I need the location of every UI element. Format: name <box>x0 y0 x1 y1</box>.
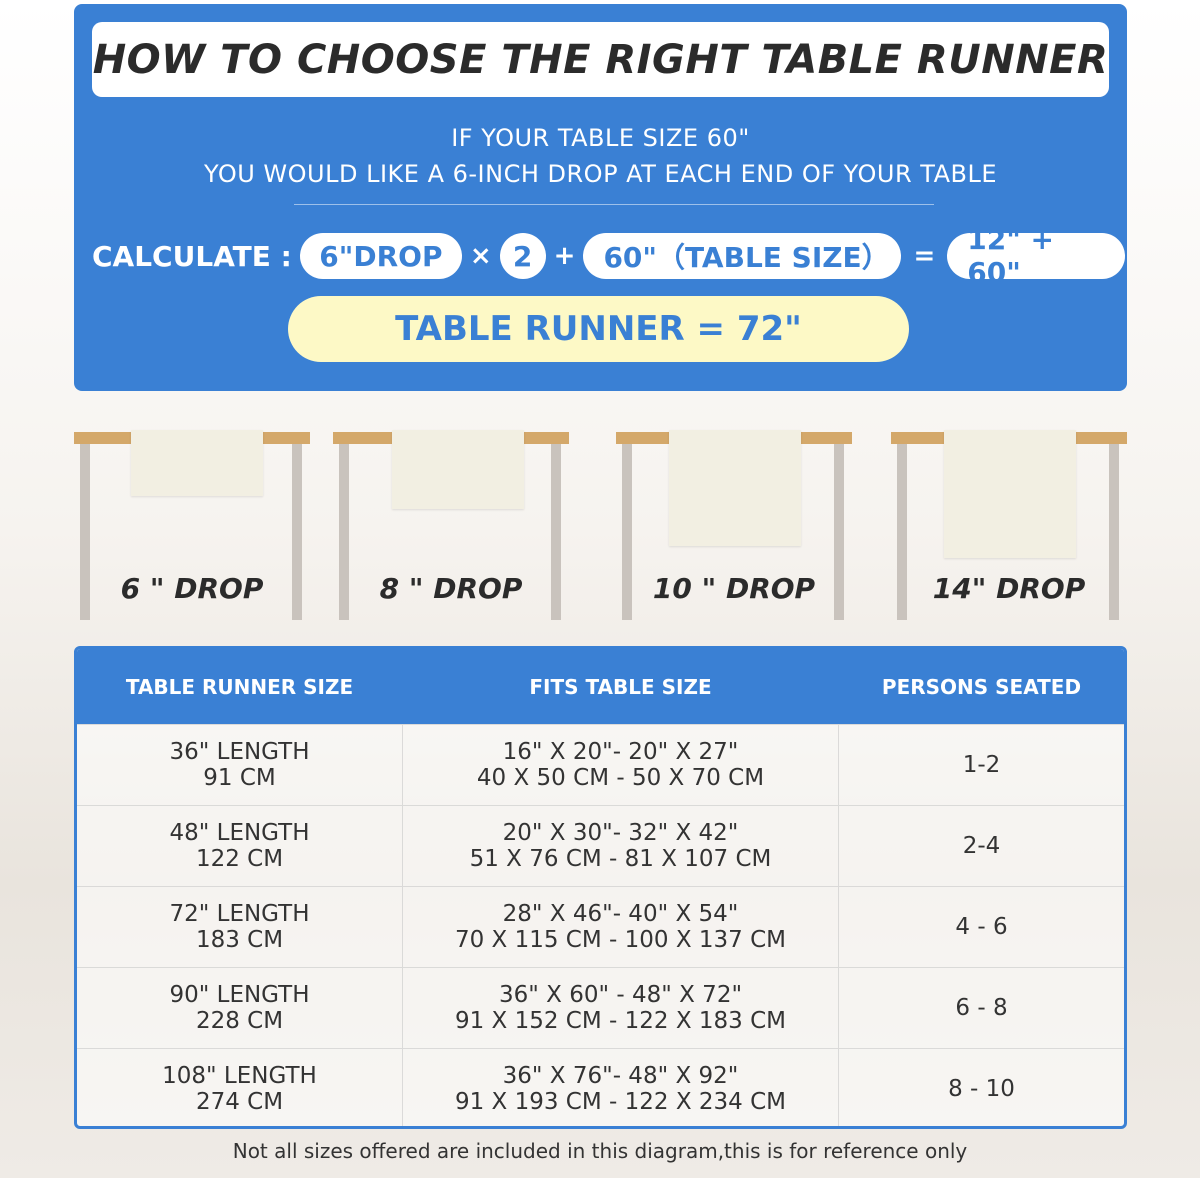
times-sign: × <box>469 241 492 271</box>
drop-label: 10 " DROP <box>652 572 816 605</box>
table-leg <box>551 444 561 620</box>
table-leg <box>339 444 349 620</box>
table-leg <box>80 444 90 620</box>
fits-table-cell: 28" X 46"- 40" X 54" 70 X 115 CM - 100 X … <box>402 887 839 967</box>
result-pill: TABLE RUNNER = 72" <box>288 296 909 362</box>
calculate-label: CALCULATE : <box>92 239 292 273</box>
table-leg <box>1109 444 1119 620</box>
multiplier-pill: 2 <box>499 233 546 279</box>
table-row: 90" LENGTH 228 CM 36" X 60" - 48" X 72" 91… <box>77 967 1124 1048</box>
table-leg <box>622 444 632 620</box>
runner-size-cell: 90" LENGTH 228 CM <box>77 968 402 1048</box>
subtitle-line-2: YOU WOULD LIKE A 6-INCH DROP AT EACH END… <box>204 160 997 188</box>
table-leg <box>834 444 844 620</box>
fits-table-cell: 20" X 30"- 32" X 42" 51 X 76 CM - 81 X 10… <box>402 806 839 886</box>
table-header: TABLE RUNNER SIZE FITS TABLE SIZE PERSON… <box>77 649 1124 724</box>
fits-inches: 36" X 76"- 48" X 92" <box>502 1063 739 1089</box>
fits-cm: 91 X 152 CM - 122 X 183 CM <box>454 1008 787 1034</box>
subtitle-line-1: IF YOUR TABLE SIZE 60" <box>451 124 750 152</box>
runner-size-cell: 48" LENGTH 122 CM <box>77 806 402 886</box>
header-persons-seated: PERSONS SEATED <box>881 674 1082 699</box>
runner-length: 36" LENGTH <box>169 739 310 765</box>
plus-sign: + <box>553 241 576 271</box>
fits-inches: 36" X 60" - 48" X 72" <box>498 982 743 1008</box>
runner-length: 48" LENGTH <box>169 820 310 846</box>
header-fits-table-size: FITS TABLE SIZE <box>529 674 712 699</box>
table-row: 108" LENGTH 274 CM 36" X 76"- 48" X 92" 91… <box>77 1048 1124 1126</box>
runner-length: 72" LENGTH <box>169 901 310 927</box>
fits-cm: 70 X 115 CM - 100 X 137 CM <box>454 927 787 953</box>
runner-cm: 183 CM <box>195 927 284 953</box>
fits-table-cell: 36" X 60" - 48" X 72" 91 X 152 CM - 122 X… <box>402 968 839 1048</box>
runner-drop <box>669 430 801 546</box>
table-leg <box>897 444 907 620</box>
calculation-row: CALCULATE : 6"DROP × 2 + 60"（TABLE SIZE）… <box>92 223 1126 289</box>
fits-table-cell: 36" X 76"- 48" X 92" 91 X 193 CM - 122 X … <box>402 1049 839 1126</box>
fits-inches: 28" X 46"- 40" X 54" <box>502 901 739 927</box>
table-size-pill: 60"（TABLE SIZE） <box>583 233 902 279</box>
drop-label: 6 " DROP <box>120 572 264 605</box>
runner-cm: 228 CM <box>195 1008 284 1034</box>
persons-seated: 1-2 <box>962 752 1001 778</box>
drop-label: 8 " DROP <box>379 572 523 605</box>
drop-illustration-8: 8 " DROP <box>333 420 569 620</box>
table-row: 48" LENGTH 122 CM 20" X 30"- 32" X 42" 51 … <box>77 805 1124 886</box>
header-runner-size: TABLE RUNNER SIZE <box>125 674 354 699</box>
equals-sign: = <box>913 241 936 271</box>
divider <box>294 204 934 205</box>
persons-cell: 1-2 <box>839 725 1124 805</box>
table-leg <box>292 444 302 620</box>
drop-pill: 6"DROP <box>299 233 462 279</box>
runner-size-cell: 36" LENGTH 91 CM <box>77 725 402 805</box>
fits-inches: 16" X 20"- 20" X 27" <box>502 739 739 765</box>
sum-pill: 12" + 60" <box>947 223 1126 289</box>
runner-length: 108" LENGTH <box>162 1063 317 1089</box>
fits-cm: 51 X 76 CM - 81 X 107 CM <box>469 846 772 872</box>
runner-drop <box>392 430 524 509</box>
runner-drop <box>131 430 263 496</box>
calculation-panel: HOW TO CHOOSE THE RIGHT TABLE RUNNER IF … <box>74 4 1127 391</box>
fits-table-cell: 16" X 20"- 20" X 27" 40 X 50 CM - 50 X 70… <box>402 725 839 805</box>
persons-seated: 6 - 8 <box>955 995 1008 1021</box>
persons-cell: 4 - 6 <box>839 887 1124 967</box>
persons-seated: 2-4 <box>962 833 1001 859</box>
runner-cm: 122 CM <box>195 846 284 872</box>
runner-size-cell: 72" LENGTH 183 CM <box>77 887 402 967</box>
table-row: 36" LENGTH 91 CM 16" X 20"- 20" X 27" 40 X… <box>77 724 1124 805</box>
size-table: TABLE RUNNER SIZE FITS TABLE SIZE PERSON… <box>74 646 1127 1129</box>
drop-label: 14" DROP <box>932 572 1086 605</box>
fits-cm: 40 X 50 CM - 50 X 70 CM <box>476 765 765 791</box>
drop-illustration-14: 14" DROP <box>891 420 1127 620</box>
footnote: Not all sizes offered are included in th… <box>232 1139 968 1163</box>
runner-size-cell: 108" LENGTH 274 CM <box>77 1049 402 1126</box>
persons-seated: 4 - 6 <box>955 914 1008 940</box>
persons-cell: 2-4 <box>839 806 1124 886</box>
persons-cell: 6 - 8 <box>839 968 1124 1048</box>
runner-cm: 91 CM <box>203 765 276 791</box>
table-row: 72" LENGTH 183 CM 28" X 46"- 40" X 54" 70 … <box>77 886 1124 967</box>
runner-drop <box>944 430 1076 558</box>
page-title: HOW TO CHOOSE THE RIGHT TABLE RUNNER <box>92 22 1109 97</box>
persons-seated: 8 - 10 <box>948 1076 1015 1102</box>
drop-illustration-10: 10 " DROP <box>616 420 852 620</box>
fits-inches: 20" X 30"- 32" X 42" <box>502 820 739 846</box>
runner-length: 90" LENGTH <box>169 982 310 1008</box>
drop-illustration-6: 6 " DROP <box>74 420 310 620</box>
fits-cm: 91 X 193 CM - 122 X 234 CM <box>454 1089 787 1115</box>
runner-cm: 274 CM <box>195 1089 284 1115</box>
persons-cell: 8 - 10 <box>839 1049 1124 1126</box>
